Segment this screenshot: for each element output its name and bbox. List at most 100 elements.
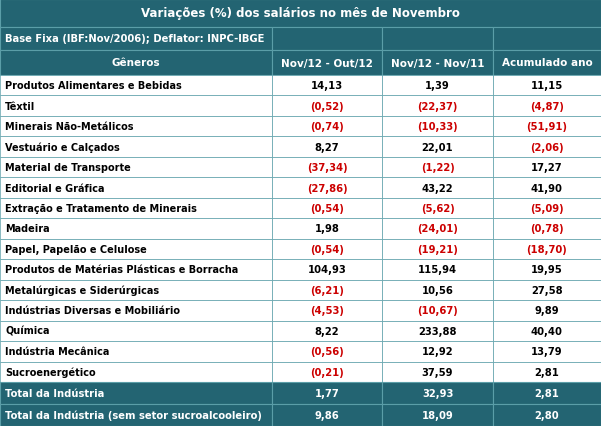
Text: 10,56: 10,56 — [421, 285, 454, 295]
Text: 2,80: 2,80 — [535, 410, 559, 420]
Bar — [272, 117, 382, 137]
Bar — [493, 382, 601, 404]
Bar — [272, 259, 382, 280]
Text: 115,94: 115,94 — [418, 265, 457, 275]
Bar — [272, 96, 382, 117]
Text: 1,39: 1,39 — [425, 81, 450, 91]
Bar — [493, 28, 601, 51]
Bar — [0, 382, 272, 404]
Bar — [382, 362, 493, 382]
Bar — [493, 76, 601, 96]
Text: 104,93: 104,93 — [308, 265, 346, 275]
Bar — [382, 341, 493, 362]
Text: (0,56): (0,56) — [310, 346, 344, 357]
Text: Produtos Alimentares e Bebidas: Produtos Alimentares e Bebidas — [5, 81, 182, 91]
Bar — [272, 199, 382, 219]
Text: 8,27: 8,27 — [315, 142, 339, 152]
Bar — [382, 404, 493, 426]
Text: 41,90: 41,90 — [531, 183, 563, 193]
Text: (22,37): (22,37) — [417, 101, 458, 112]
Bar — [493, 137, 601, 158]
Text: 32,93: 32,93 — [422, 388, 453, 398]
Bar — [382, 239, 493, 259]
Text: 27,58: 27,58 — [531, 285, 563, 295]
Text: Gêneros: Gêneros — [112, 58, 160, 68]
Text: 17,27: 17,27 — [531, 163, 563, 173]
Text: 19,95: 19,95 — [531, 265, 563, 275]
Bar — [272, 76, 382, 96]
Text: Têxtil: Têxtil — [5, 101, 35, 112]
Bar — [493, 239, 601, 259]
Text: (37,34): (37,34) — [307, 163, 347, 173]
Bar — [0, 280, 272, 300]
Bar — [493, 300, 601, 321]
Bar — [493, 404, 601, 426]
Text: (51,91): (51,91) — [526, 122, 567, 132]
Text: Total da Indústria (sem setor sucroalcooleiro): Total da Indústria (sem setor sucroalcoo… — [5, 410, 262, 420]
Text: Química: Química — [5, 326, 49, 336]
Bar — [272, 362, 382, 382]
Text: Indústrias Diversas e Mobiliário: Indústrias Diversas e Mobiliário — [5, 305, 180, 316]
Bar — [493, 280, 601, 300]
Text: (6,21): (6,21) — [310, 285, 344, 295]
Bar — [493, 341, 601, 362]
Bar — [382, 219, 493, 239]
Text: 9,89: 9,89 — [535, 305, 559, 316]
Bar — [0, 219, 272, 239]
Bar — [0, 362, 272, 382]
Bar — [0, 28, 272, 51]
Bar — [272, 51, 382, 76]
Text: Nov/12 - Nov/11: Nov/12 - Nov/11 — [391, 58, 484, 68]
Text: 37,59: 37,59 — [422, 367, 453, 377]
Bar — [0, 117, 272, 137]
Bar — [382, 137, 493, 158]
Bar — [382, 76, 493, 96]
Text: (0,52): (0,52) — [310, 101, 344, 112]
Text: (5,62): (5,62) — [421, 204, 454, 213]
Text: Produtos de Matérias Plásticas e Borracha: Produtos de Matérias Plásticas e Borrach… — [5, 265, 238, 275]
Bar — [382, 28, 493, 51]
Text: 233,88: 233,88 — [418, 326, 457, 336]
Bar — [0, 239, 272, 259]
Bar — [382, 300, 493, 321]
Text: (18,70): (18,70) — [526, 245, 567, 254]
Text: (0,54): (0,54) — [310, 204, 344, 213]
Bar — [382, 158, 493, 178]
Text: 1,77: 1,77 — [314, 388, 340, 398]
Text: Material de Transporte: Material de Transporte — [5, 163, 131, 173]
Bar — [382, 259, 493, 280]
Text: Editorial e Gráfica: Editorial e Gráfica — [5, 183, 105, 193]
Bar — [272, 158, 382, 178]
Text: Sucroenergético: Sucroenergético — [5, 367, 96, 377]
Bar — [493, 117, 601, 137]
Text: Total da Indústria: Total da Indústria — [5, 388, 105, 398]
Text: (1,22): (1,22) — [421, 163, 454, 173]
Bar — [0, 300, 272, 321]
Bar — [382, 51, 493, 76]
Bar — [382, 321, 493, 341]
Bar — [493, 51, 601, 76]
Bar — [0, 96, 272, 117]
Bar — [272, 28, 382, 51]
Text: Acumulado ano: Acumulado ano — [502, 58, 592, 68]
Text: Metalúrgicas e Siderúrgicas: Metalúrgicas e Siderúrgicas — [5, 285, 159, 296]
Text: 22,01: 22,01 — [422, 142, 453, 152]
Text: (4,53): (4,53) — [310, 305, 344, 316]
Text: (0,74): (0,74) — [310, 122, 344, 132]
Bar — [272, 404, 382, 426]
Bar — [382, 117, 493, 137]
Bar — [272, 280, 382, 300]
Bar — [493, 199, 601, 219]
Bar — [0, 51, 272, 76]
Text: Nov/12 - Out/12: Nov/12 - Out/12 — [281, 58, 373, 68]
Bar — [382, 280, 493, 300]
Bar — [272, 137, 382, 158]
Bar — [0, 0, 601, 28]
Bar — [382, 96, 493, 117]
Bar — [493, 321, 601, 341]
Text: (10,67): (10,67) — [417, 305, 458, 316]
Bar — [272, 341, 382, 362]
Bar — [0, 321, 272, 341]
Bar — [493, 362, 601, 382]
Text: 43,22: 43,22 — [422, 183, 453, 193]
